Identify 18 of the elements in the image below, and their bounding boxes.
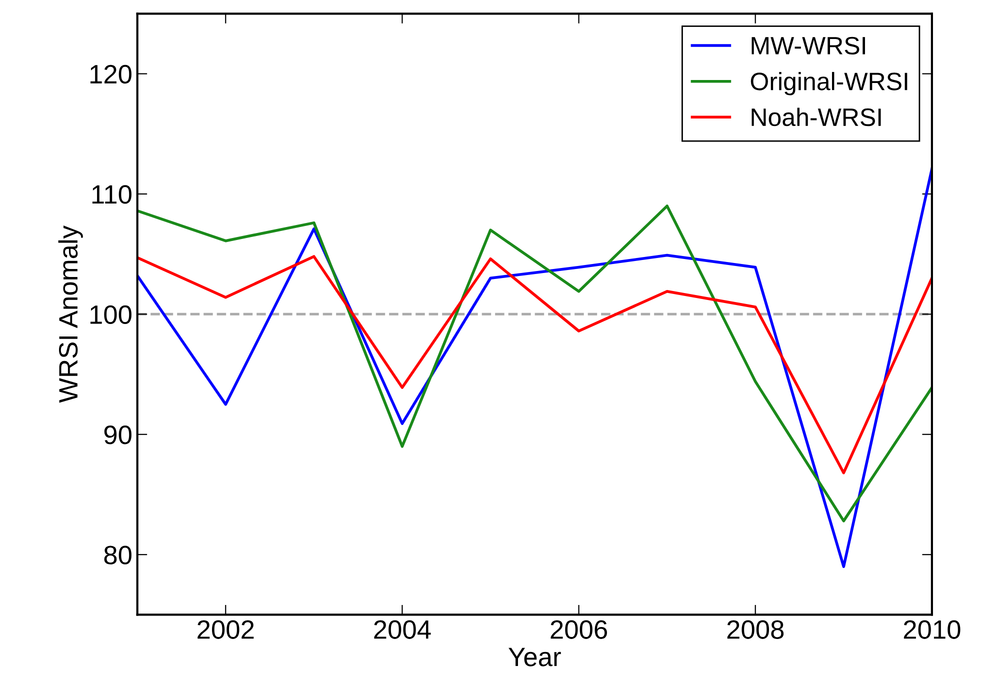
legend-label: Original-WRSI bbox=[750, 72, 908, 96]
legend-label: Noah-WRSI bbox=[752, 108, 881, 126]
y-tick-label: 90 bbox=[104, 426, 132, 444]
y-tick-label: 100 bbox=[90, 305, 132, 324]
line-series bbox=[137, 167, 932, 568]
y-tick-label: 120 bbox=[90, 64, 132, 84]
x-tick-label: 2004 bbox=[374, 620, 431, 639]
x-tick-label: 2006 bbox=[550, 620, 607, 639]
x-axis-title: Year bbox=[508, 648, 561, 666]
x-tick-label: 2008 bbox=[727, 620, 784, 639]
line-series bbox=[137, 204, 932, 522]
y-axis-title: WRSI Anomaly bbox=[58, 226, 83, 403]
x-tick-label: 2010 bbox=[904, 620, 960, 639]
line-series bbox=[137, 255, 932, 474]
legend-label: MW-WRSI bbox=[752, 36, 865, 55]
y-tick-label: 80 bbox=[104, 546, 132, 564]
y-tick-label: 110 bbox=[92, 185, 132, 204]
x-tick-label: 2002 bbox=[198, 620, 254, 639]
